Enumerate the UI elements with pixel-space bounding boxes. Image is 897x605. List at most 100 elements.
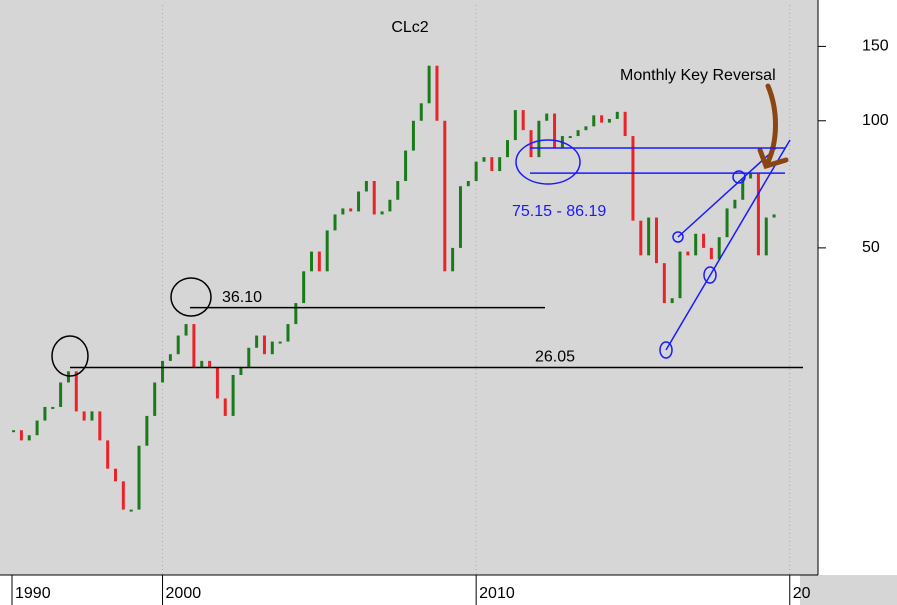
price-bar: [270, 341, 274, 355]
price-bar: [443, 120, 447, 272]
price-bar: [694, 233, 698, 256]
price-bar: [176, 335, 180, 355]
price-bar: [357, 191, 361, 212]
circle: [51, 335, 89, 377]
price-bar: [513, 110, 517, 141]
price-bar: [764, 217, 768, 256]
price-bar: [145, 415, 149, 446]
price-bar: [474, 161, 478, 182]
circle: [170, 277, 212, 317]
price-bar: [208, 360, 212, 368]
price-bar: [113, 468, 117, 482]
price-bar: [302, 271, 306, 304]
level-label: 26.05: [535, 349, 575, 366]
price-bar: [161, 360, 165, 383]
price-bar: [717, 237, 721, 260]
price-bar: [74, 371, 78, 412]
price-bar: [90, 411, 94, 421]
price-bar: [702, 233, 706, 248]
price-bar: [537, 120, 541, 158]
circle: [703, 266, 717, 284]
price-bar: [592, 115, 596, 127]
price-bar: [647, 217, 651, 256]
price-bar: [678, 251, 682, 299]
price-bars: [12, 65, 776, 512]
price-bar: [184, 324, 188, 336]
price-bar: [639, 220, 643, 256]
price-bar: [317, 251, 321, 272]
grid: [11, 5, 826, 605]
price-bar: [66, 371, 70, 383]
price-bar: [325, 230, 329, 272]
annotations: CLc2 Monthly Key Reversal 75.15 - 86.19 …: [51, 19, 803, 377]
price-bar: [662, 263, 666, 304]
price-bar: [553, 113, 557, 149]
price-bar: [247, 347, 251, 368]
price-bar: [466, 181, 470, 187]
arrow: [757, 83, 789, 170]
price-bar: [82, 411, 86, 421]
price-bar: [498, 157, 502, 172]
price-bar: [153, 382, 157, 416]
price-bar: [364, 181, 368, 192]
price-bar: [654, 217, 658, 264]
price-bar: [670, 298, 674, 304]
price-bar: [741, 178, 745, 200]
price-bar: [129, 509, 133, 512]
price-bar: [262, 335, 266, 355]
price-bar: [607, 118, 611, 123]
price-bar: [12, 430, 16, 433]
circle: [515, 139, 581, 185]
price-bar: [545, 113, 549, 121]
price-bar: [349, 208, 353, 212]
price-bar: [576, 130, 580, 137]
circle: [659, 341, 673, 359]
price-bar: [725, 208, 729, 238]
zone-label: 75.15 - 86.19: [512, 203, 606, 220]
price-bar: [388, 199, 392, 212]
y-tick-label: 150: [862, 38, 889, 55]
trendline: [665, 139, 791, 351]
price-bar: [756, 173, 760, 256]
price-bar: [435, 65, 439, 121]
chart-title: CLc2: [391, 19, 428, 36]
price-bar: [404, 150, 408, 182]
x-tick-label: 20: [793, 585, 811, 602]
price-bar: [396, 181, 400, 200]
price-bar: [521, 110, 525, 131]
price-bar: [286, 324, 290, 342]
price-bar: [733, 199, 737, 209]
price-bar: [631, 136, 635, 221]
price-bar: [458, 186, 462, 248]
price-bar: [451, 247, 455, 272]
price-bar: [427, 65, 431, 104]
y-tick-label: 100: [862, 112, 889, 129]
price-bar: [380, 211, 384, 215]
y-tick-label: 50: [862, 239, 880, 256]
price-bar: [239, 367, 243, 375]
price-bar: [686, 251, 690, 256]
trendline: [677, 147, 777, 238]
price-bar: [584, 126, 588, 131]
price-bar: [310, 251, 314, 272]
price-bar: [121, 481, 125, 510]
price-bar: [623, 111, 627, 137]
price-bar: [137, 445, 141, 510]
price-bar: [600, 115, 604, 123]
corner: [800, 575, 897, 605]
price-bar: [772, 214, 776, 218]
price-bar: [231, 374, 235, 416]
price-bar: [419, 103, 423, 121]
level-label: 36.10: [222, 289, 262, 306]
price-bar: [372, 181, 376, 215]
price-bar: [411, 120, 415, 151]
price-bar: [615, 111, 619, 119]
price-bar: [27, 435, 31, 441]
price-bar: [19, 430, 23, 441]
x-tick-label: 2000: [166, 585, 202, 602]
price-bar: [341, 208, 345, 215]
price-bar: [709, 247, 713, 260]
price-bar: [35, 420, 39, 436]
annotation: Monthly Key Reversal: [620, 67, 776, 84]
price-bar: [215, 367, 219, 399]
